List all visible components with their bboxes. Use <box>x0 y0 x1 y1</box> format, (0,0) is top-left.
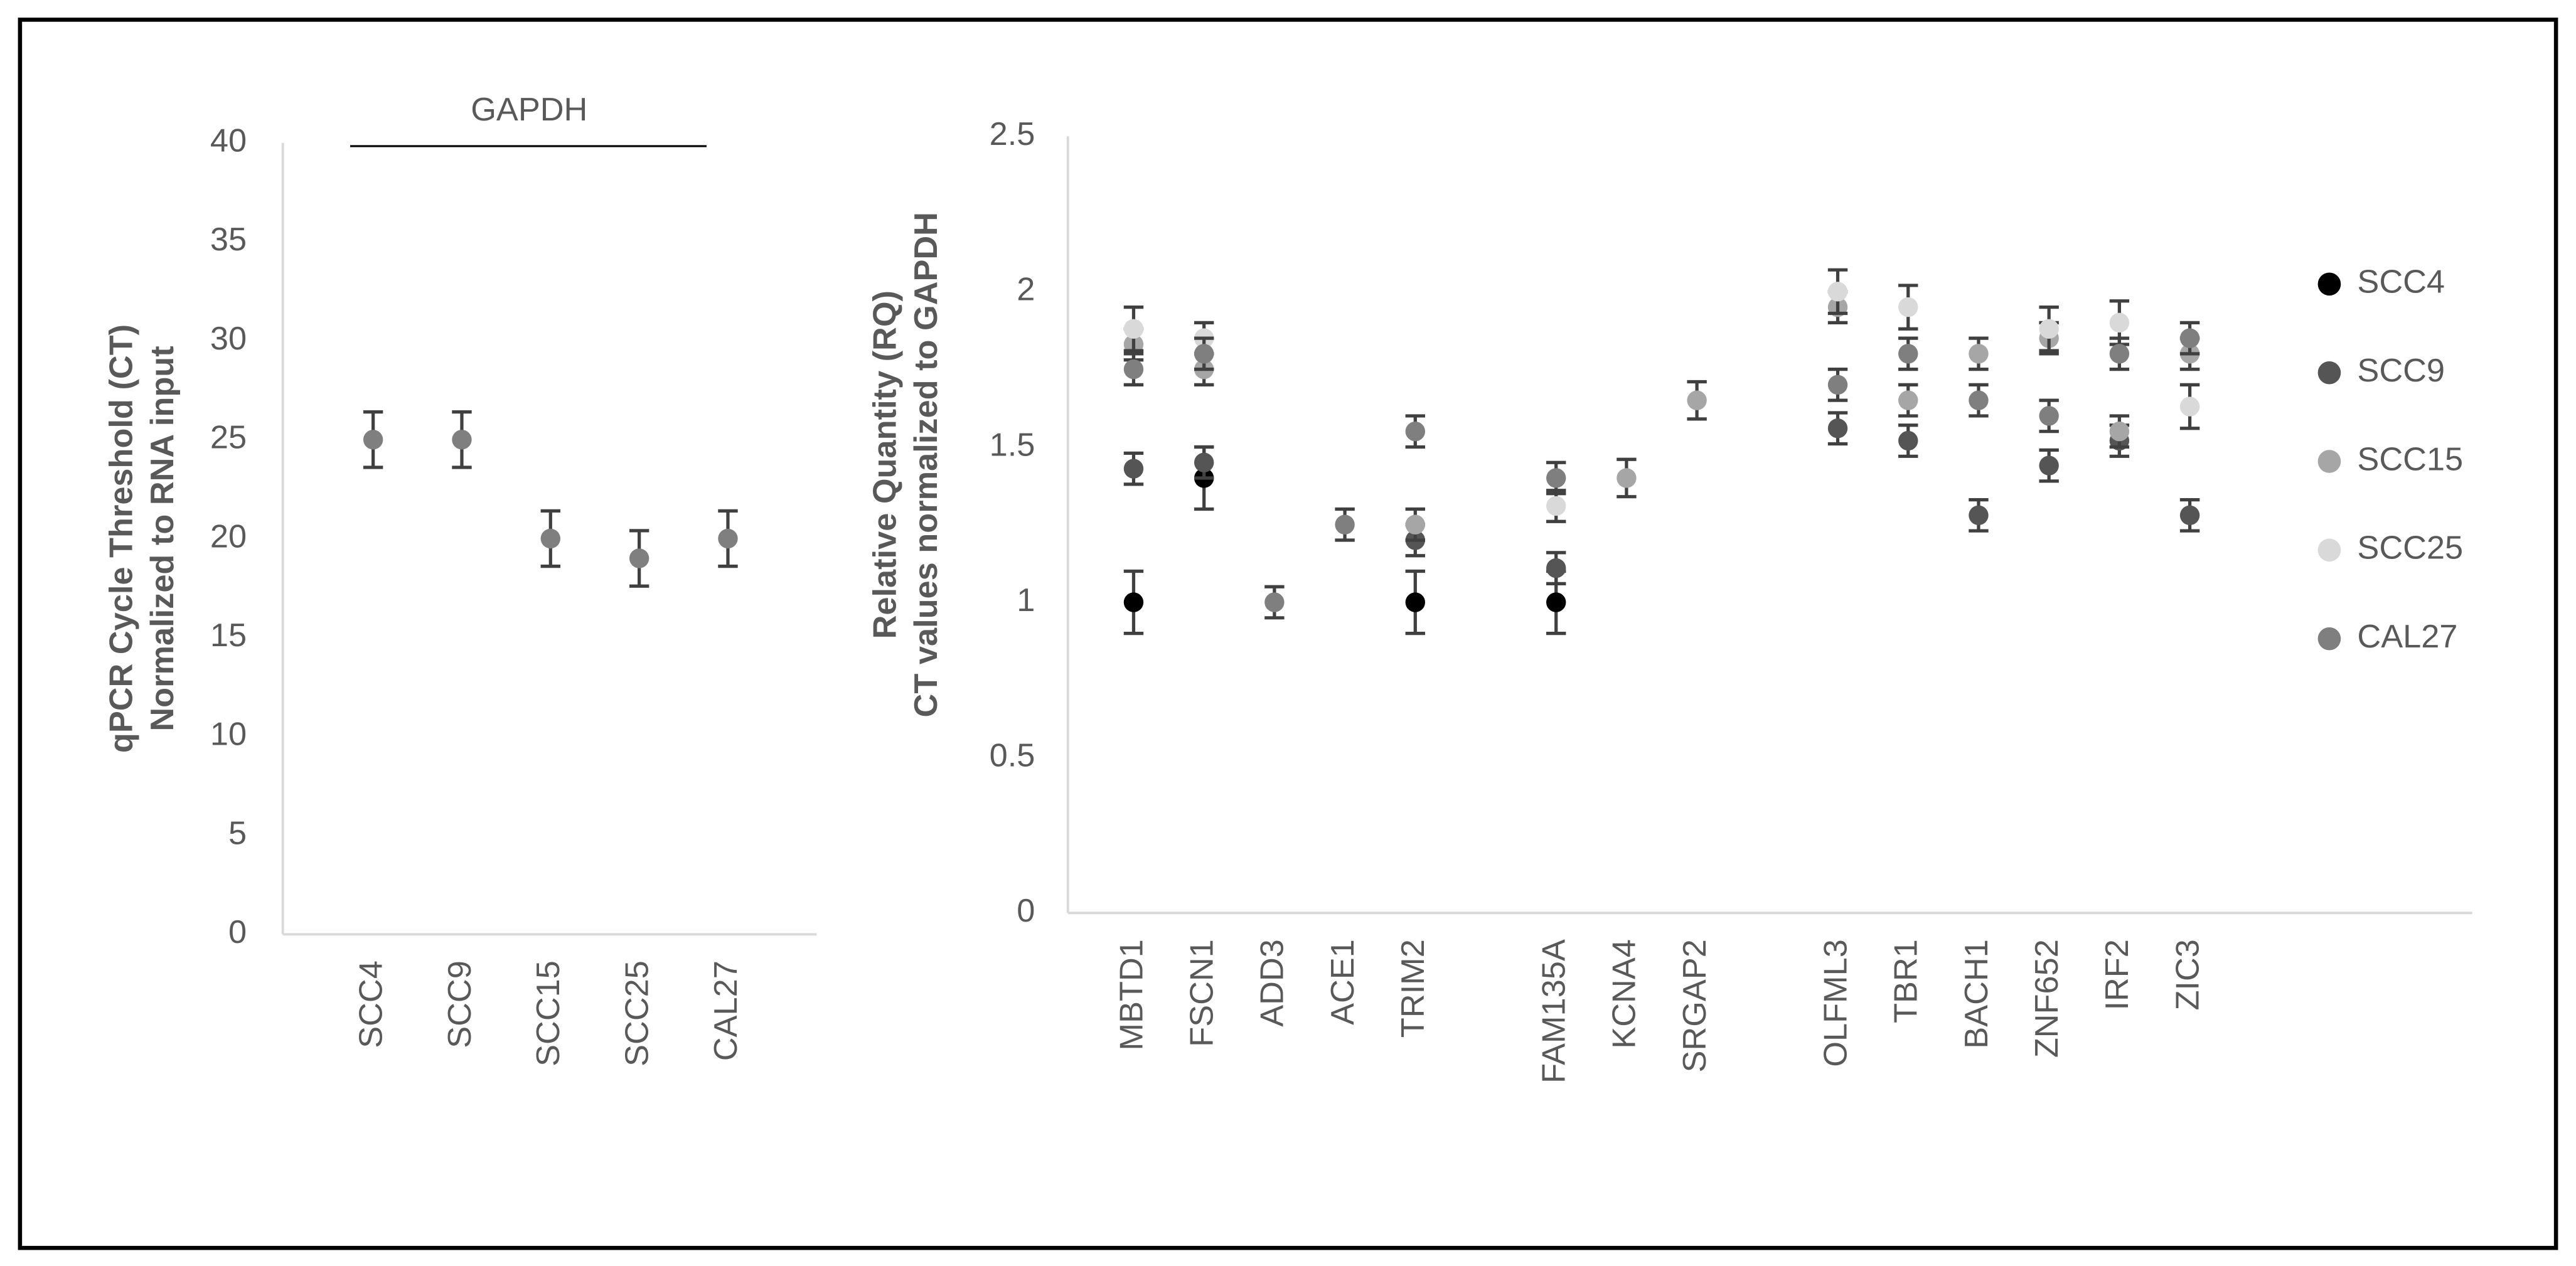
point <box>1827 375 1848 395</box>
y-tick-label: 0.5 <box>990 737 1035 774</box>
annotation: GAPDH <box>471 92 587 128</box>
x-tick-label: SRGAP2 <box>1677 939 1713 1072</box>
point <box>1194 344 1214 364</box>
y-tick-label: 35 <box>210 221 247 258</box>
point <box>1898 344 1918 364</box>
legend-swatch <box>2317 627 2341 651</box>
legend-swatch <box>2317 450 2341 473</box>
y-axis-title: CT values normalized to GAPDH <box>908 212 944 717</box>
point <box>1546 558 1566 578</box>
y-tick-label: 1 <box>1017 582 1035 619</box>
point <box>363 430 383 450</box>
x-tick-label: ADD3 <box>1254 939 1291 1027</box>
point <box>2109 312 2130 333</box>
y-tick-label: 1.5 <box>990 427 1035 463</box>
x-tick-label: IRF2 <box>2099 939 2135 1010</box>
x-tick-label: OLFML3 <box>1817 939 1854 1067</box>
point <box>1898 390 1918 410</box>
point <box>1194 452 1214 472</box>
y-tick-label: 0 <box>1017 893 1035 929</box>
x-tick-label: FSCN1 <box>1184 939 1221 1047</box>
legend-label: SCC9 <box>2357 353 2445 389</box>
y-axis-title: qPCR Cycle Threshold (CT) <box>104 324 140 753</box>
y-tick-label: 25 <box>210 420 247 456</box>
legend-label: SCC25 <box>2357 530 2463 567</box>
point <box>1969 390 1989 410</box>
point <box>1687 390 1707 410</box>
legend-swatch <box>2317 272 2341 296</box>
point <box>1405 592 1425 612</box>
y-tick-label: 20 <box>210 518 247 555</box>
point <box>1546 468 1566 488</box>
point <box>1123 592 1144 612</box>
x-tick-label: ZIC3 <box>2169 939 2206 1010</box>
legend-label: CAL27 <box>2357 619 2457 655</box>
point <box>2109 421 2130 442</box>
point <box>1617 468 1637 488</box>
x-tick-label: TRIM2 <box>1395 939 1431 1038</box>
y-tick-label: 40 <box>210 123 247 159</box>
x-tick-label: ACE1 <box>1325 939 1361 1025</box>
point <box>2039 406 2059 426</box>
legend-label: SCC15 <box>2357 441 2463 477</box>
legend-swatch <box>2317 361 2341 385</box>
x-tick-label: SCC15 <box>530 960 567 1067</box>
point <box>2039 319 2059 339</box>
point <box>1405 421 1425 442</box>
point <box>2179 328 2200 348</box>
point <box>1335 514 1355 535</box>
x-tick-label: BACH1 <box>1959 939 1995 1048</box>
legend-swatch <box>2317 538 2341 562</box>
x-tick-label: CAL27 <box>708 960 744 1061</box>
point <box>1546 592 1566 612</box>
frame <box>18 18 2558 1250</box>
y-tick-label: 2 <box>1017 272 1035 308</box>
point <box>2179 505 2200 526</box>
x-tick-label: MBTD1 <box>1113 939 1150 1050</box>
point <box>2109 344 2130 364</box>
point <box>452 430 472 450</box>
y-tick-label: 2.5 <box>990 116 1035 152</box>
y-tick-label: 15 <box>210 617 247 654</box>
point <box>1546 496 1566 516</box>
y-tick-label: 10 <box>210 716 247 753</box>
point <box>1969 344 1989 364</box>
point <box>1264 592 1285 612</box>
y-tick-label: 5 <box>228 815 247 851</box>
point <box>1405 514 1425 535</box>
point <box>718 528 738 549</box>
point <box>1969 505 1989 526</box>
y-axis-title: Relative Quantity (RQ) <box>867 290 904 639</box>
point <box>629 548 649 568</box>
y-tick-label: 30 <box>210 321 247 357</box>
point <box>1123 359 1144 380</box>
point <box>540 528 561 549</box>
point <box>1827 282 1848 302</box>
point <box>2179 396 2200 417</box>
point <box>1827 418 1848 439</box>
point <box>1123 459 1144 479</box>
x-tick-label: TBR1 <box>1888 939 1925 1023</box>
x-tick-label: ZNF652 <box>2029 939 2065 1058</box>
x-tick-label: SCC25 <box>619 960 655 1067</box>
point <box>2039 455 2059 476</box>
y-tick-label: 0 <box>228 914 247 950</box>
x-tick-label: SCC9 <box>442 960 478 1048</box>
point <box>1898 297 1918 317</box>
x-tick-label: FAM135A <box>1536 939 1573 1083</box>
legend-label: SCC4 <box>2357 264 2445 301</box>
x-tick-label: KCNA4 <box>1606 939 1643 1049</box>
point <box>1123 319 1144 339</box>
point <box>1898 430 1918 451</box>
y-axis-title: Normalized to RNA input <box>144 346 181 731</box>
x-tick-label: SCC4 <box>353 960 389 1048</box>
